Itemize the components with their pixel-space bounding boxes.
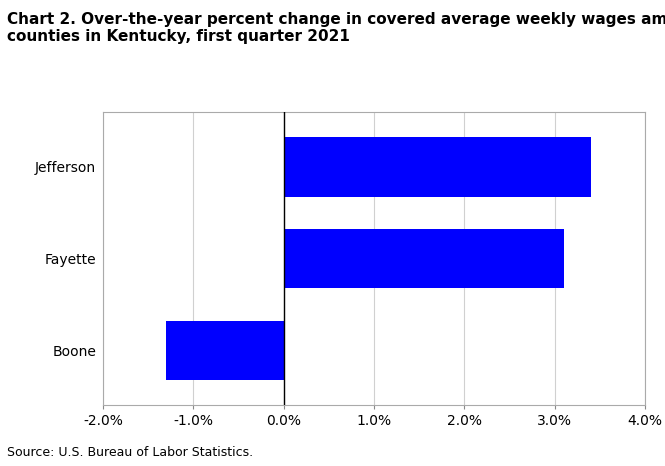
Text: Chart 2. Over-the-year percent change in covered average weekly wages among  the: Chart 2. Over-the-year percent change in… bbox=[7, 12, 665, 44]
Text: Source: U.S. Bureau of Labor Statistics.: Source: U.S. Bureau of Labor Statistics. bbox=[7, 446, 253, 459]
Bar bbox=[284, 137, 591, 197]
Bar bbox=[284, 229, 564, 288]
Bar bbox=[166, 321, 284, 380]
